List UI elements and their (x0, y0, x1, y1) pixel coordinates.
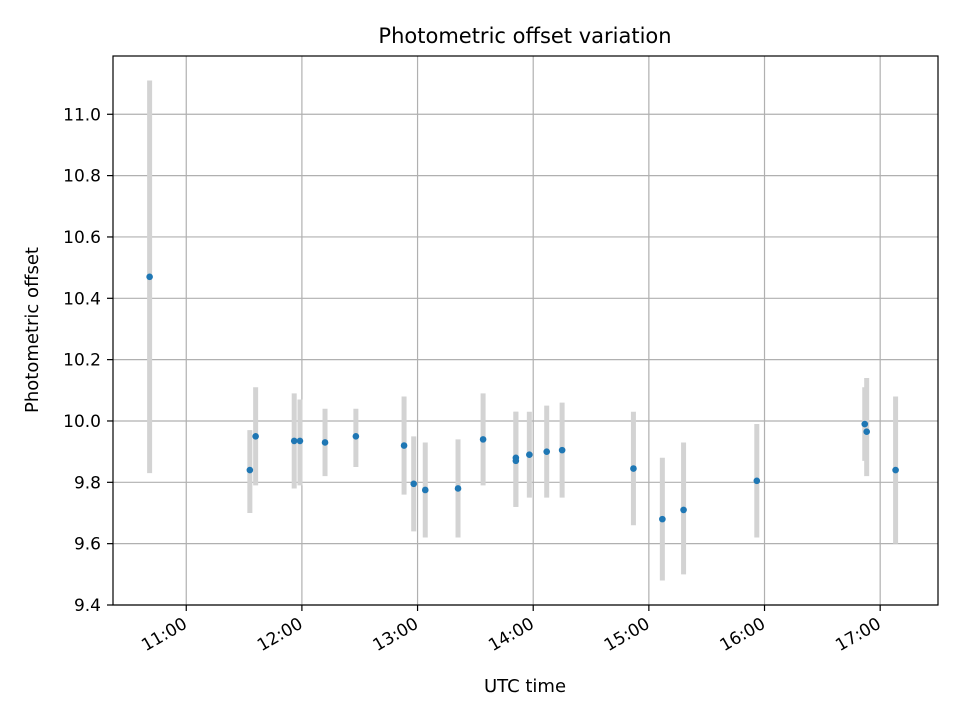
y-tick-label: 9.6 (74, 535, 101, 555)
data-point (861, 420, 869, 428)
data-point (352, 433, 360, 440)
data-point (753, 477, 761, 485)
y-tick-label: 10.0 (63, 412, 101, 432)
data-point (146, 273, 153, 281)
data-point (410, 480, 418, 488)
data-point (290, 437, 298, 445)
data-point (526, 451, 533, 459)
data-point (400, 442, 408, 449)
y-tick-label: 10.8 (63, 167, 101, 187)
data-point (680, 506, 687, 514)
y-tick-label: 10.4 (63, 289, 101, 309)
y-tick-label: 9.8 (74, 473, 101, 493)
chart-title: Photometric offset variation (378, 24, 671, 48)
data-point (558, 446, 566, 454)
data-point (246, 466, 254, 474)
data-point (630, 465, 637, 472)
data-point (296, 437, 304, 445)
data-point (543, 448, 551, 455)
y-tick-label: 10.6 (63, 228, 101, 248)
y-tick-label: 9.4 (74, 596, 101, 616)
data-point (512, 457, 520, 465)
y-tick-label: 10.2 (63, 351, 101, 371)
data-point (421, 486, 429, 494)
data-point (479, 436, 487, 443)
data-point (659, 515, 666, 523)
data-point (252, 433, 259, 440)
data-point (454, 485, 462, 492)
plot-area-frame (112, 55, 939, 606)
data-point (863, 428, 870, 436)
x-axis-label: UTC time (484, 676, 566, 697)
y-axis-label: Photometric offset (22, 247, 43, 413)
data-point (892, 466, 899, 474)
data-point (321, 439, 329, 446)
data-points (146, 273, 899, 523)
y-tick-label: 11.0 (63, 105, 101, 125)
